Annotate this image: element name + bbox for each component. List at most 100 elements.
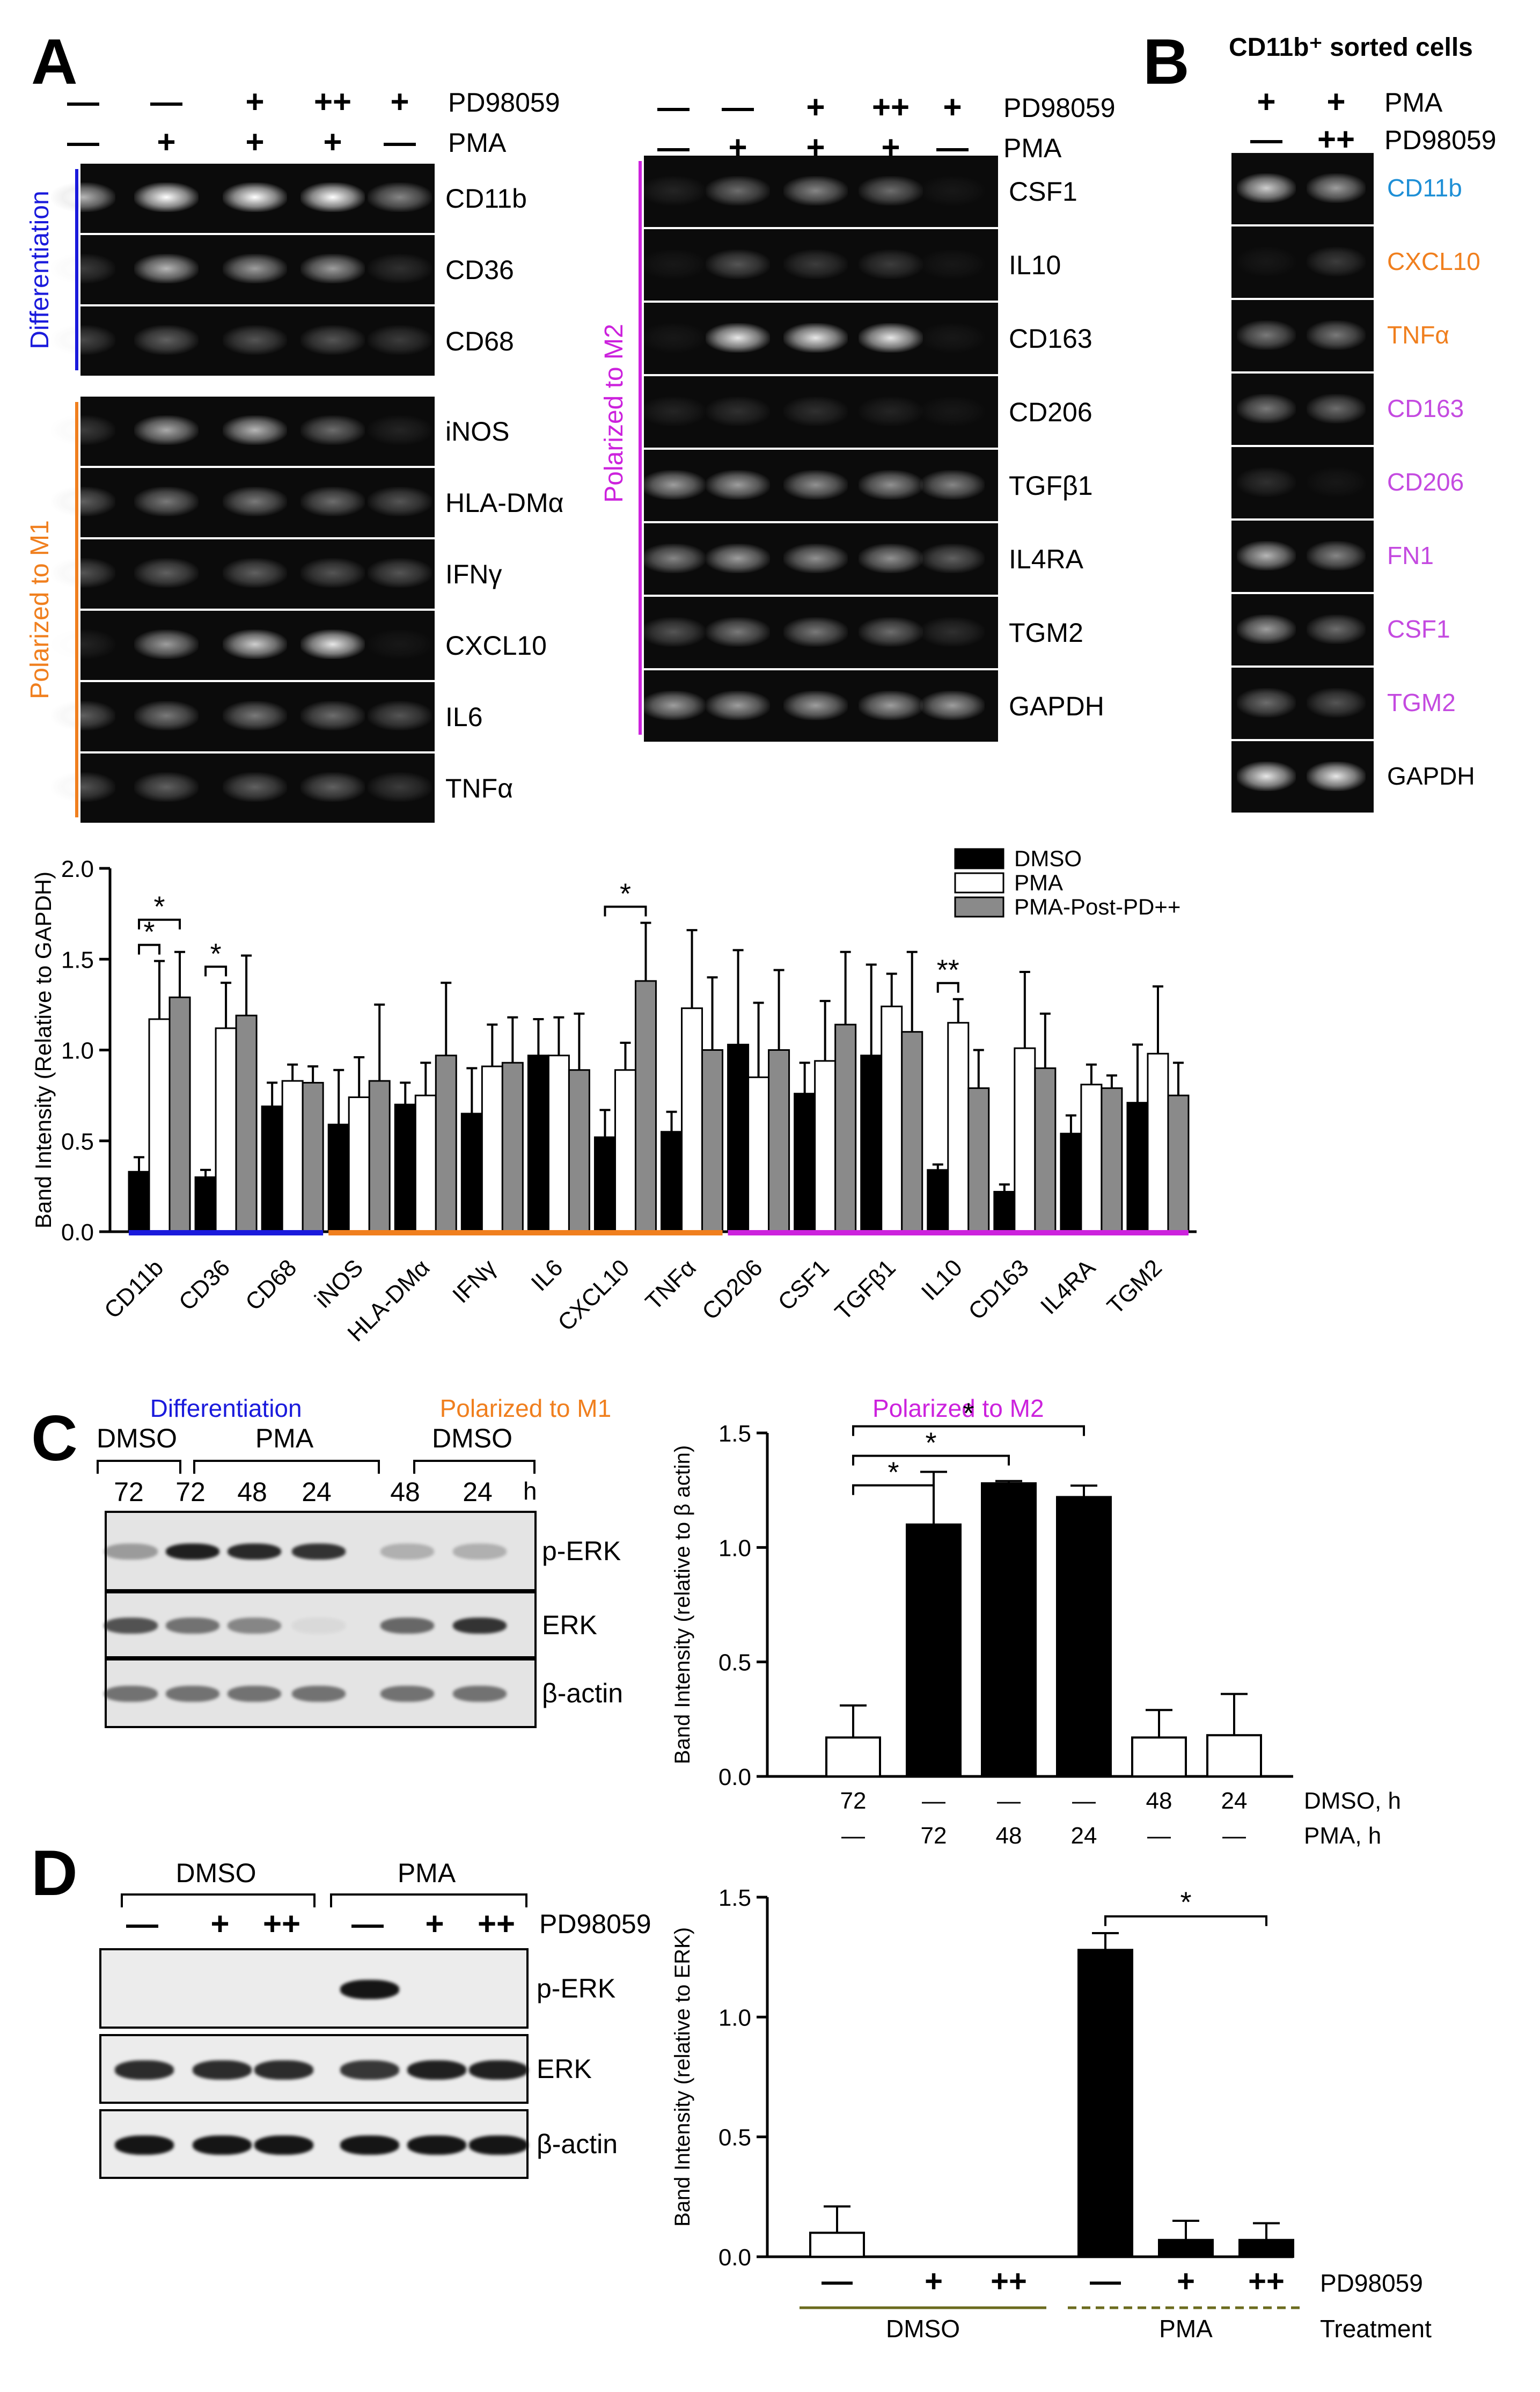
x-row1-label: ++ <box>1248 2264 1285 2299</box>
band <box>134 182 199 212</box>
lane-mark: — <box>657 89 690 125</box>
bar-PMA-Post-PD++-IL4RA <box>1101 1087 1123 1233</box>
x-tick-label: CXCL10 <box>553 1254 634 1336</box>
y-tick-label: 0.5 <box>718 1650 751 1676</box>
bar-PMA-CD68 <box>281 1080 304 1233</box>
band <box>300 415 365 445</box>
band <box>641 323 706 353</box>
blot-band <box>453 1617 507 1634</box>
x-row1-label: + <box>1177 2264 1195 2299</box>
significance-bracket <box>936 982 959 993</box>
legend-swatch <box>954 872 1004 894</box>
lane-mark: + <box>425 1906 444 1942</box>
gel-row-CD36 <box>51 235 435 304</box>
group-title: Differentiation <box>150 1394 302 1422</box>
blot-band <box>228 1686 281 1702</box>
legend-label: PMA-Post-PD++ <box>1014 894 1180 919</box>
significance-bracket <box>204 965 228 977</box>
band <box>1237 688 1296 718</box>
band <box>300 182 365 212</box>
band <box>1237 173 1296 203</box>
gel-row-IL6 <box>51 682 435 751</box>
group-bar <box>728 1230 1189 1235</box>
bar-PMA-CXCL10 <box>614 1069 636 1233</box>
gene-label: FN1 <box>1387 542 1434 569</box>
gene-label: CD36 <box>445 255 514 285</box>
gene-label: CD163 <box>1387 394 1464 422</box>
band <box>368 772 432 802</box>
bar <box>825 1736 881 1778</box>
gel-row-IL10 <box>641 229 998 301</box>
band <box>920 544 985 573</box>
blot-band <box>453 1686 507 1702</box>
gel-row-CXCL10 <box>51 611 435 680</box>
band <box>783 544 848 573</box>
band <box>1237 320 1296 350</box>
significance-label: * <box>144 916 155 948</box>
band <box>706 470 770 500</box>
lane-mark: + <box>245 124 265 160</box>
blot-band <box>469 2060 528 2080</box>
significance-label: * <box>154 891 165 923</box>
band <box>1307 247 1366 276</box>
y-axis-label: Band Intensity (relative to β actin) <box>671 1445 694 1764</box>
bar-DMSO-CD68 <box>261 1105 283 1233</box>
y-tick-label: 2.0 <box>61 856 94 882</box>
band <box>51 325 115 355</box>
x-tick-label: CSF1 <box>773 1254 834 1315</box>
gel-row-CD11b <box>1231 153 1374 224</box>
x-row2-label: — <box>1222 1823 1246 1849</box>
x-tick-label: CD11b <box>99 1254 168 1323</box>
x-tick-label: IL4RA <box>1036 1254 1101 1320</box>
blot-row-label: ERK <box>537 2054 592 2084</box>
x-tick-label: iNOS <box>310 1254 368 1313</box>
gel-row-TGM2 <box>641 597 998 668</box>
band <box>641 691 706 720</box>
y-tick-label: 0.0 <box>718 1764 751 1790</box>
blot-row-label: β-actin <box>537 2129 618 2159</box>
gel-row-GAPDH <box>1231 741 1374 813</box>
blot-row-p-ERK <box>104 1511 537 1591</box>
lane-mark: + <box>157 124 176 160</box>
lane-mark: + <box>245 84 265 120</box>
gel-row-TGM2 <box>1231 668 1374 739</box>
lane-mark: — <box>722 89 754 125</box>
bar-PMA-Post-PD++-CD68 <box>302 1081 324 1233</box>
time-label: 72 <box>175 1477 206 1507</box>
blot-band <box>453 1544 507 1560</box>
x-tick-label: CD36 <box>174 1254 235 1315</box>
bar-PMA-IL4RA <box>1080 1084 1103 1233</box>
significance-bracket <box>138 943 161 955</box>
row-label-pma: PMA <box>448 128 507 158</box>
band <box>641 397 706 426</box>
band <box>920 176 985 206</box>
blot-band <box>193 2060 252 2080</box>
bar-PMA-CD163 <box>1014 1047 1036 1233</box>
band <box>706 397 770 426</box>
y-axis-label: Band Intensity (Relative to GAPDH) <box>31 872 56 1228</box>
treatment-group-label: DMSO <box>886 2315 960 2343</box>
blot-group-bracket <box>97 1460 181 1474</box>
gene-label: TGM2 <box>1009 618 1083 648</box>
band <box>51 630 115 659</box>
band <box>859 323 923 353</box>
x-row1-label: + <box>925 2264 943 2299</box>
band <box>1237 467 1296 497</box>
blot-group-label: PMA <box>397 1858 456 1888</box>
band <box>859 470 923 500</box>
x-tick-label: IL10 <box>916 1254 967 1305</box>
bar-PMA-Post-PD++-CXCL10 <box>634 980 657 1233</box>
gene-label: TGM2 <box>1387 689 1456 716</box>
bar-DMSO-IL6 <box>527 1055 549 1233</box>
band <box>223 772 287 802</box>
treatment-group-label: PMA <box>1159 2315 1213 2343</box>
significance-label: * <box>963 1401 974 1430</box>
band <box>783 323 848 353</box>
band <box>641 544 706 573</box>
gel-row-FN1 <box>1231 521 1374 592</box>
gel-row-CD206 <box>1231 447 1374 518</box>
group-title: Polarized to M1 <box>440 1394 612 1422</box>
gel-row-gapdh <box>641 670 998 742</box>
group-bar <box>328 1230 723 1235</box>
bar <box>981 1482 1037 1778</box>
